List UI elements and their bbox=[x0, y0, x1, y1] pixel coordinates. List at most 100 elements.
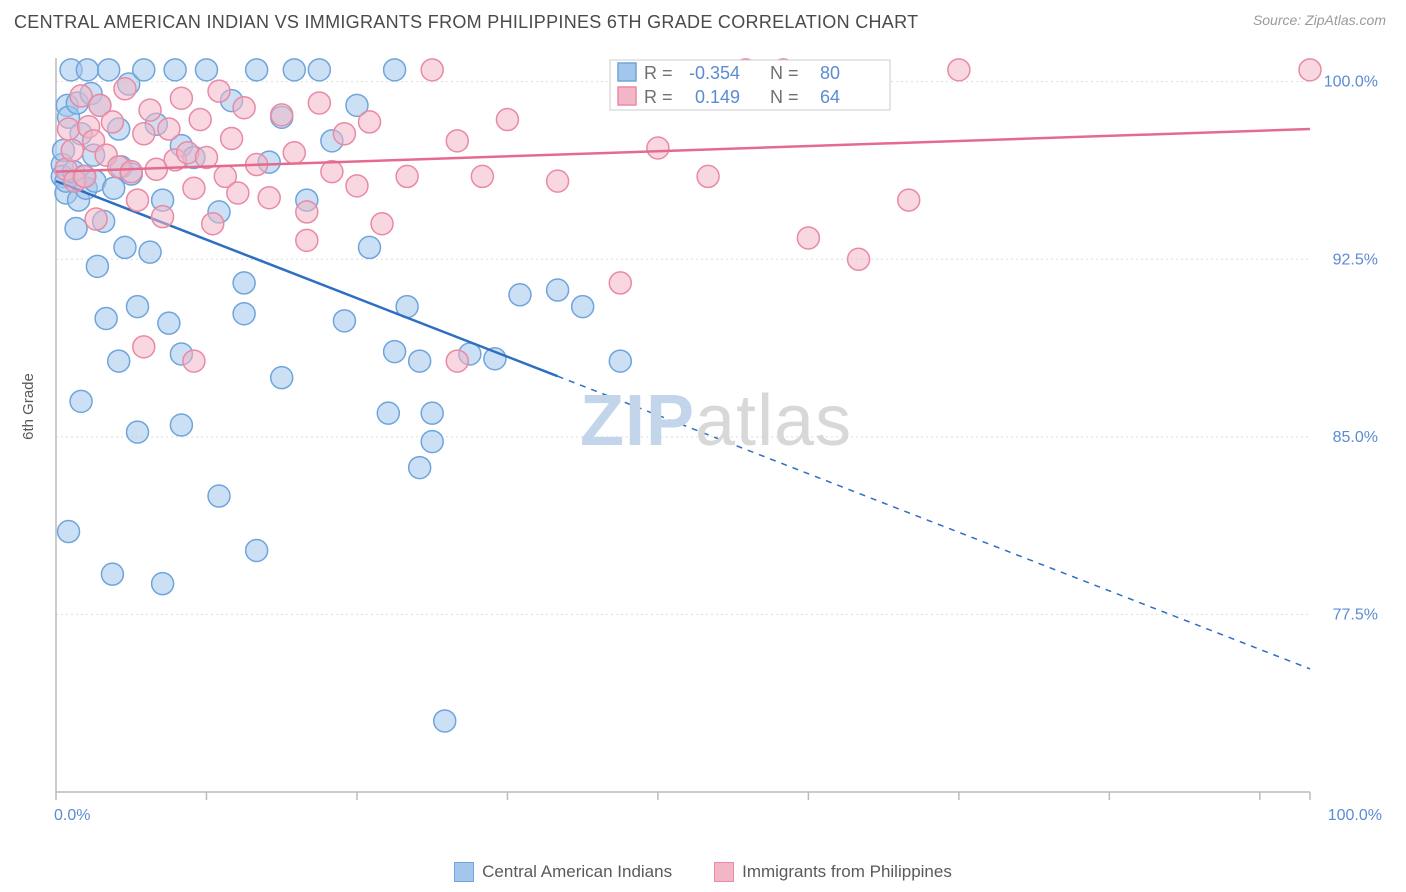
scatter-point bbox=[359, 111, 381, 133]
scatter-point bbox=[127, 189, 149, 211]
scatter-point bbox=[58, 521, 80, 543]
stats-text: 0.149 bbox=[695, 87, 740, 107]
y-tick-label: 85.0% bbox=[1333, 429, 1378, 446]
scatter-point bbox=[208, 80, 230, 102]
scatter-point bbox=[139, 99, 161, 121]
scatter-point bbox=[509, 284, 531, 306]
scatter-point bbox=[233, 303, 255, 325]
scatter-point bbox=[384, 341, 406, 363]
scatter-point bbox=[434, 710, 456, 732]
scatter-point bbox=[384, 59, 406, 81]
stats-text: 80 bbox=[820, 63, 840, 83]
scatter-point bbox=[114, 236, 136, 258]
y-tick-label: 92.5% bbox=[1333, 251, 1378, 268]
scatter-point bbox=[246, 539, 268, 561]
scatter-point bbox=[446, 350, 468, 372]
legend-swatch bbox=[454, 862, 474, 882]
scatter-point bbox=[471, 165, 493, 187]
scatter-point bbox=[85, 208, 107, 230]
scatter-point bbox=[1299, 59, 1321, 81]
scatter-point bbox=[152, 206, 174, 228]
scatter-point bbox=[127, 421, 149, 443]
scatter-point bbox=[547, 170, 569, 192]
scatter-point bbox=[258, 187, 280, 209]
scatter-point bbox=[152, 573, 174, 595]
scatter-point bbox=[848, 248, 870, 270]
scatter-point bbox=[158, 312, 180, 334]
stats-text: R = bbox=[644, 63, 673, 83]
scatter-point bbox=[446, 130, 468, 152]
scatter-point bbox=[103, 177, 125, 199]
y-tick-label: 77.5% bbox=[1333, 606, 1378, 623]
legend-item: Central American Indians bbox=[454, 862, 672, 882]
scatter-point bbox=[271, 104, 293, 126]
trend-line-dashed bbox=[558, 376, 1310, 669]
scatter-point bbox=[333, 310, 355, 332]
scatter-point bbox=[114, 78, 136, 100]
scatter-point bbox=[70, 390, 92, 412]
scatter-point bbox=[421, 431, 443, 453]
stats-text: N = bbox=[770, 63, 799, 83]
source-attribution: Source: ZipAtlas.com bbox=[1253, 12, 1386, 28]
scatter-point bbox=[346, 175, 368, 197]
stats-text: N = bbox=[770, 87, 799, 107]
scatter-point bbox=[246, 59, 268, 81]
scatter-point bbox=[359, 236, 381, 258]
scatter-point bbox=[296, 229, 318, 251]
legend-label: Immigrants from Philippines bbox=[742, 862, 952, 882]
scatter-point bbox=[195, 59, 217, 81]
stats-text: 64 bbox=[820, 87, 840, 107]
scatter-point bbox=[547, 279, 569, 301]
scatter-point bbox=[609, 350, 631, 372]
scatter-point bbox=[396, 165, 418, 187]
legend-item: Immigrants from Philippines bbox=[714, 862, 952, 882]
scatter-point bbox=[58, 118, 80, 140]
scatter-point bbox=[127, 296, 149, 318]
scatter-point bbox=[61, 139, 83, 161]
scatter-point bbox=[647, 137, 669, 159]
scatter-point bbox=[371, 213, 393, 235]
scatter-point bbox=[183, 177, 205, 199]
scatter-point bbox=[86, 255, 108, 277]
scatter-point bbox=[74, 165, 96, 187]
scatter-point bbox=[170, 87, 192, 109]
scatter-point bbox=[333, 123, 355, 145]
scatter-point bbox=[133, 123, 155, 145]
scatter-point bbox=[271, 367, 293, 389]
scatter-point bbox=[227, 182, 249, 204]
scatter-point bbox=[421, 59, 443, 81]
scatter-point bbox=[308, 59, 330, 81]
chart-title: CENTRAL AMERICAN INDIAN VS IMMIGRANTS FR… bbox=[14, 12, 918, 33]
scatter-point bbox=[76, 59, 98, 81]
scatter-chart: 77.5%85.0%92.5%100.0%0.0%100.0%R =-0.354… bbox=[50, 54, 1390, 839]
scatter-point bbox=[221, 128, 243, 150]
scatter-point bbox=[409, 350, 431, 372]
x-tick-label: 0.0% bbox=[54, 807, 90, 824]
scatter-point bbox=[283, 142, 305, 164]
scatter-point bbox=[296, 201, 318, 223]
scatter-point bbox=[120, 161, 142, 183]
scatter-point bbox=[65, 217, 87, 239]
scatter-point bbox=[321, 161, 343, 183]
scatter-point bbox=[609, 272, 631, 294]
scatter-point bbox=[101, 111, 123, 133]
scatter-point bbox=[133, 336, 155, 358]
scatter-point bbox=[133, 59, 155, 81]
scatter-point bbox=[283, 59, 305, 81]
scatter-point bbox=[208, 485, 230, 507]
scatter-point bbox=[421, 402, 443, 424]
stats-text: R = bbox=[644, 87, 673, 107]
scatter-point bbox=[948, 59, 970, 81]
scatter-point bbox=[98, 59, 120, 81]
trend-line-solid bbox=[56, 129, 1310, 172]
y-axis-label: 6th Grade bbox=[20, 373, 37, 440]
scatter-point bbox=[572, 296, 594, 318]
scatter-point bbox=[233, 97, 255, 119]
legend-swatch bbox=[714, 862, 734, 882]
scatter-point bbox=[797, 227, 819, 249]
scatter-point bbox=[101, 563, 123, 585]
stats-swatch bbox=[618, 87, 636, 105]
x-tick-label: 100.0% bbox=[1328, 807, 1382, 824]
legend: Central American Indians Immigrants from … bbox=[0, 862, 1406, 882]
scatter-point bbox=[183, 350, 205, 372]
